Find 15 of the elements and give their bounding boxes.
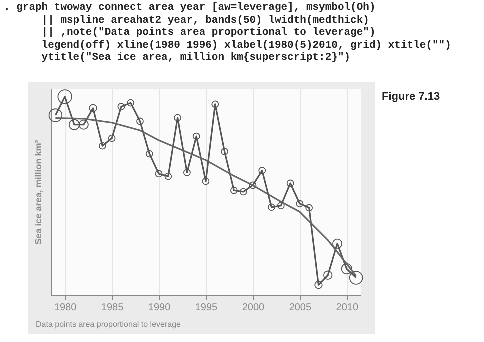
caption: Figure 7.13 bbox=[382, 91, 440, 103]
text: legend(off) xline(1980 1996) xlabel(1980(5)2010, grid) xtitle("") bbox=[42, 40, 452, 52]
text: || mspline areahat2 year, bands(50) lwidth(medthick) bbox=[42, 14, 370, 26]
text: ytitle("Sea ice area, million km{superscript:2}") bbox=[42, 52, 351, 64]
x-tick-label: 2000 bbox=[242, 302, 266, 314]
y-axis-title: Sea ice area, million km² bbox=[34, 140, 44, 245]
x-tick-label: 2005 bbox=[289, 302, 312, 314]
text: || ,note("Data points area proportional to leverage") bbox=[42, 27, 376, 39]
x-tick-label: 1990 bbox=[148, 302, 172, 314]
text: . graph twoway connect area year [aw=leverage], msymbol(Oh) bbox=[4, 2, 376, 14]
x-tick-label: 1980 bbox=[54, 302, 78, 314]
text: Data points area proportional to leverage bbox=[36, 320, 181, 329]
x-tick-label: 1985 bbox=[101, 302, 124, 314]
x-tick-label: 1995 bbox=[195, 302, 218, 314]
x-tick-label: 2010 bbox=[336, 302, 359, 314]
